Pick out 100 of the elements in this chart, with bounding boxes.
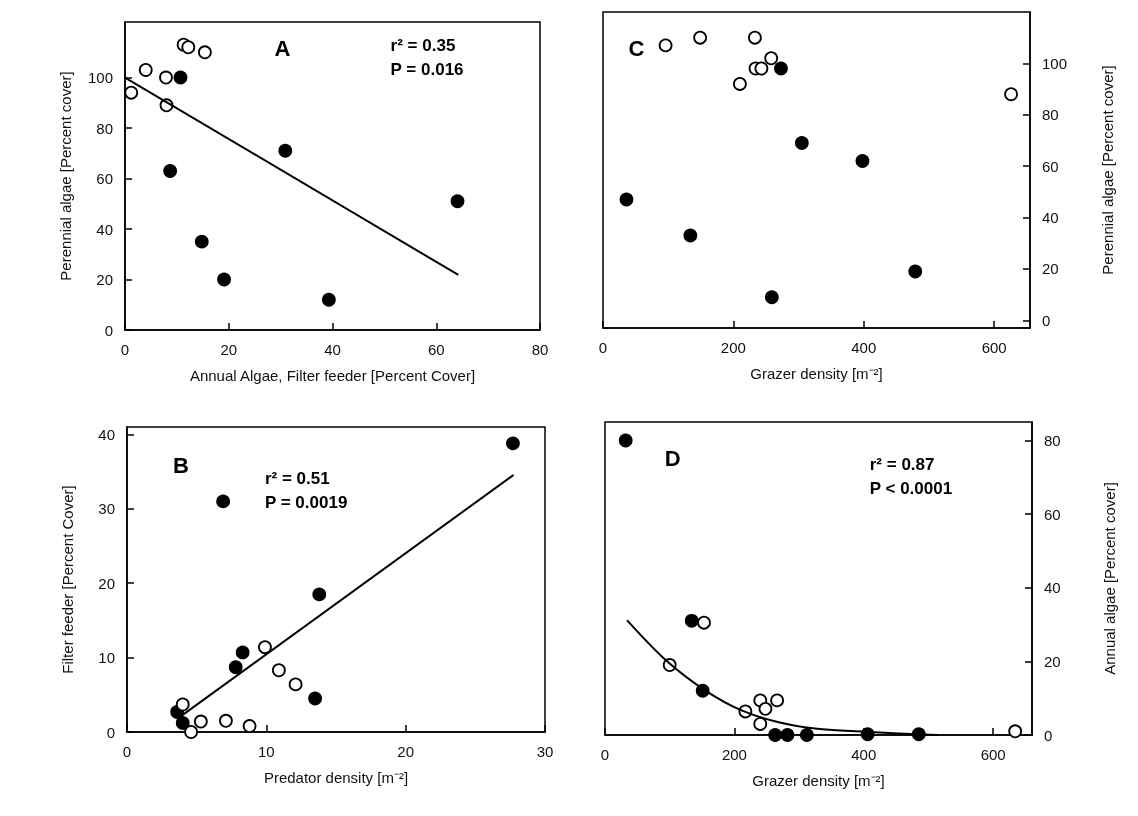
point	[780, 728, 795, 742]
point	[198, 45, 212, 60]
y-tick-label: 40	[96, 220, 113, 238]
y-tick-label: 40	[98, 425, 115, 443]
point	[124, 85, 139, 100]
annotation: r² = 0.87	[869, 455, 935, 475]
point	[774, 61, 788, 76]
point	[770, 693, 784, 708]
x-tick-label: 0	[120, 341, 130, 358]
y-tick-label: 60	[96, 170, 113, 188]
x-axis-title: Annual Algae, Filter feeder [Percent Cover]	[189, 367, 476, 384]
point	[288, 677, 303, 692]
y-axis-title: Filter feeder [Percent Cover]	[59, 485, 76, 674]
x-tick-label: 200	[721, 746, 747, 763]
x-tick-label: 600	[980, 746, 1006, 763]
y2-tick-label: 80	[1042, 106, 1059, 124]
point	[748, 30, 762, 45]
x-tick-label: 400	[851, 746, 877, 763]
x-tick-label: 400	[851, 339, 877, 356]
y-tick-label: 0	[106, 723, 115, 741]
point	[216, 494, 231, 509]
y2-tick-label: 0	[1044, 726, 1053, 744]
point	[271, 663, 286, 678]
point	[764, 290, 779, 305]
point	[697, 615, 711, 630]
point	[754, 61, 769, 76]
y-tick-label: 10	[98, 649, 115, 667]
x-tick-label: 0	[600, 746, 610, 763]
x-axis-title: Grazer density [m⁻²]	[752, 772, 885, 789]
point	[1008, 724, 1023, 739]
x-tick-label: 20	[220, 341, 238, 358]
point	[683, 228, 698, 243]
annotation: r² = 0.51	[264, 468, 330, 488]
point	[242, 719, 257, 733]
y2-tick-label: 20	[1044, 652, 1061, 670]
y2-tick-label: 80	[1044, 431, 1061, 449]
x-tick-label: 40	[324, 341, 341, 358]
point	[506, 436, 520, 451]
point	[308, 691, 322, 706]
point	[193, 714, 208, 729]
x-tick-label: 30	[536, 743, 554, 760]
point	[278, 143, 293, 158]
y2-tick-label: 40	[1044, 579, 1061, 597]
y2-tick-label: 0	[1042, 311, 1051, 329]
x-tick-label: 0	[598, 339, 608, 356]
y2-axis-title: Perennial algae [Percent cover]	[1099, 65, 1116, 275]
y2-tick-label: 20	[1042, 260, 1059, 278]
annotation: P = 0.0019	[264, 492, 348, 512]
point	[658, 38, 673, 53]
x-tick-label: 80	[531, 341, 549, 358]
point	[855, 154, 870, 168]
point	[228, 660, 243, 675]
point	[175, 716, 190, 730]
point	[181, 40, 196, 55]
text: D	[664, 445, 681, 471]
annotation: P < 0.0001	[869, 479, 953, 499]
y-axis-title: Perennial algae [Percent cover]	[57, 71, 74, 281]
annotation: r² = 0.35	[390, 36, 456, 56]
point	[184, 725, 198, 739]
point	[693, 30, 708, 45]
point	[258, 640, 272, 655]
point	[758, 701, 773, 716]
text: C	[628, 35, 645, 61]
point	[175, 697, 190, 712]
x-tick-label: 20	[397, 743, 415, 760]
x-axis-title: Grazer density [m⁻²]	[750, 365, 883, 382]
point	[219, 713, 233, 728]
x-tick-label: 600	[981, 339, 1007, 356]
y-tick-label: 80	[96, 119, 113, 137]
x-axis-title: Predator density [m⁻²]	[263, 769, 409, 786]
y-tick-label: 0	[104, 321, 113, 339]
point	[321, 292, 336, 307]
point	[450, 194, 465, 209]
y-tick-label: 30	[98, 500, 115, 518]
y-tick-label: 20	[96, 271, 113, 289]
point	[764, 51, 779, 66]
point	[173, 70, 188, 85]
text: A	[274, 35, 291, 61]
x-tick-label: 10	[257, 743, 275, 760]
point	[733, 77, 747, 91]
point	[217, 272, 231, 287]
point	[1004, 87, 1018, 102]
point	[794, 136, 809, 150]
y2-tick-label: 60	[1042, 157, 1059, 175]
point	[908, 264, 923, 279]
point	[163, 164, 178, 178]
point	[159, 70, 173, 85]
y2-tick-label: 40	[1042, 209, 1059, 227]
point	[753, 717, 768, 731]
y2-axis-title: Annual algae [Percent cover]	[1101, 482, 1118, 675]
y2-tick-label: 100	[1042, 54, 1068, 72]
point	[768, 728, 783, 742]
point	[799, 728, 814, 742]
point	[235, 645, 250, 660]
point	[138, 63, 153, 77]
point	[619, 192, 634, 207]
text: B	[172, 452, 189, 478]
y-tick-label: 100	[87, 69, 113, 87]
x-tick-label: 60	[427, 341, 445, 358]
x-tick-label: 200	[720, 339, 746, 356]
